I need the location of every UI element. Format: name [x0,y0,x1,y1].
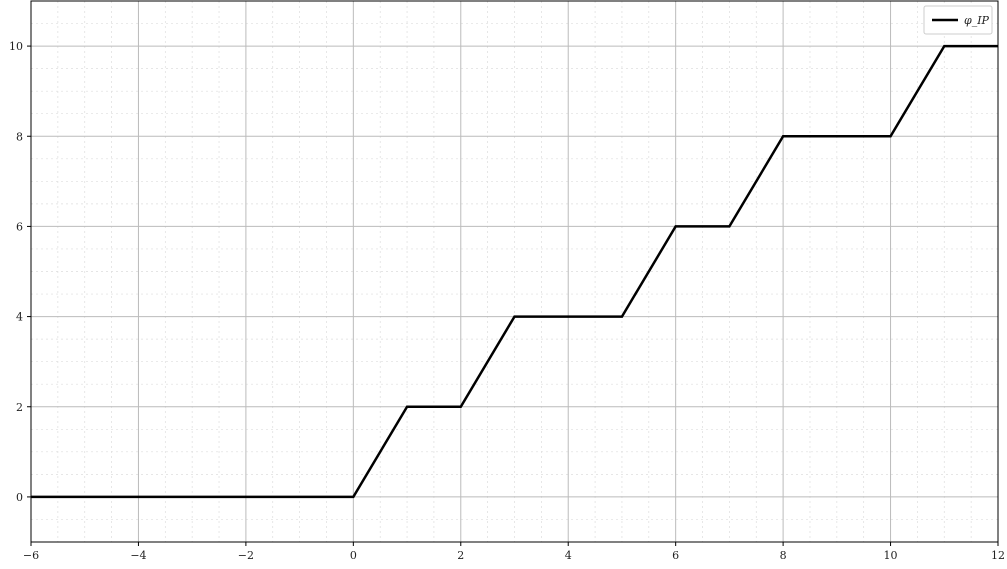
y-tick-label: 6 [16,220,23,233]
x-tick-label: 2 [457,549,464,562]
y-tick-label: 4 [16,311,23,324]
y-tick-label: 8 [16,130,23,143]
x-tick-label: 0 [350,549,357,562]
x-tick-label: −4 [130,549,146,562]
y-tick-label: 2 [16,401,23,414]
series-layer [31,44,998,499]
y-tick-label: 10 [9,40,23,53]
x-tick-label: 8 [780,549,787,562]
legend: φ_IP [923,5,993,35]
legend-label: φ_IP [964,14,990,27]
x-tick-label: −2 [238,549,254,562]
x-tick-label: 6 [672,549,679,562]
x-tick-label: 4 [565,549,572,562]
x-tick-label: 10 [884,549,898,562]
x-tick-label: 12 [991,549,1005,562]
ticks-layer: −6 −4 −2 0 2 4 6 8 10 12 0 2 4 6 8 10 [9,40,1005,562]
series-line [31,44,998,499]
y-tick-label: 0 [16,491,23,504]
x-tick-label: −6 [23,549,39,562]
plot-frame [30,0,999,543]
minor-grid [31,0,998,543]
